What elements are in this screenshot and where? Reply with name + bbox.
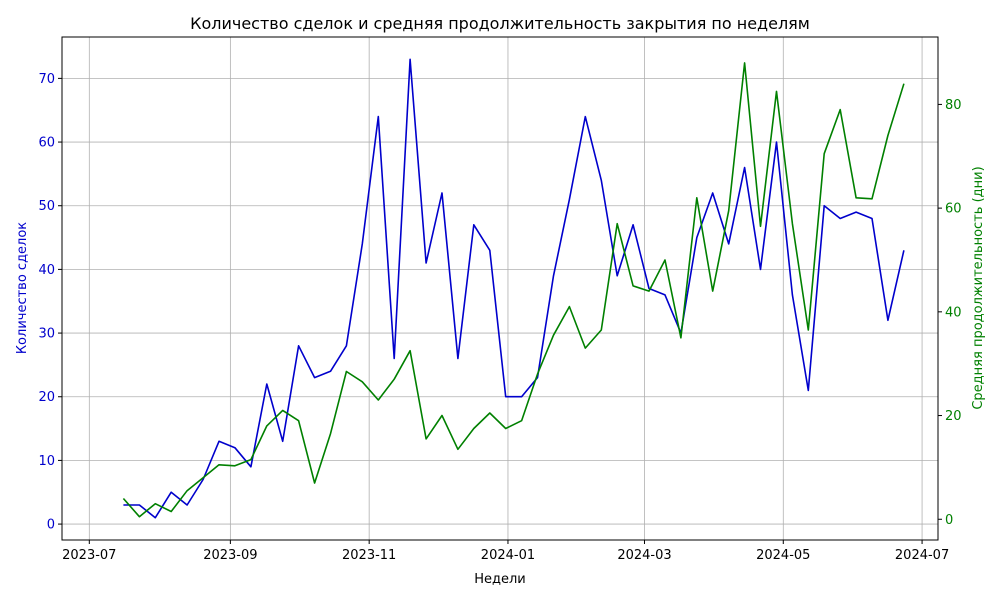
x-tick-label: 2024-07 — [895, 548, 949, 563]
y-right-tick-label: 40 — [945, 305, 962, 320]
y-left-tick-label: 70 — [38, 72, 55, 87]
grid — [62, 37, 938, 540]
y-left-tick-label: 10 — [38, 454, 55, 469]
series-lines — [122, 58, 905, 519]
x-tick-label: 2024-01 — [481, 548, 535, 563]
y-left-tick-label: 50 — [38, 199, 55, 214]
y-right-tick-label: 60 — [945, 202, 962, 217]
y-left-tick-label: 0 — [47, 518, 55, 533]
x-axis-label: Недели — [474, 572, 526, 587]
x-axis: 2023-07 2023-09 2023-11 2024-01 2024-03 2024-… — [62, 540, 949, 563]
x-tick-label: 2023-11 — [342, 548, 396, 563]
x-tick-label: 2023-07 — [62, 548, 116, 563]
y-left-tick-label: 40 — [38, 263, 55, 278]
y-right-tick-label: 80 — [945, 98, 962, 113]
y-right-tick-label: 0 — [945, 513, 953, 528]
y-axis-left-label: Количество сделок — [15, 222, 30, 354]
y-left-tick-label: 30 — [38, 327, 55, 342]
y-left-tick-label: 60 — [38, 136, 55, 151]
y-axis-left: 0 10 20 30 40 50 60 70 — [38, 72, 62, 533]
x-tick-label: 2023-09 — [203, 548, 257, 563]
chart-title: Количество сделок и средняя продолжитель… — [190, 14, 810, 33]
y-axis-right-label: Средняя продолжительность (дни) — [971, 166, 986, 409]
avg-duration-line — [122, 62, 905, 518]
y-axis-right: 0 20 40 60 80 — [938, 98, 962, 528]
deals-count-line — [123, 58, 905, 519]
plot-frame — [61, 36, 939, 541]
y-left-tick-label: 20 — [38, 390, 55, 405]
y-right-tick-label: 20 — [945, 409, 962, 424]
x-tick-label: 2024-03 — [617, 548, 671, 563]
x-tick-label: 2024-05 — [756, 548, 810, 563]
